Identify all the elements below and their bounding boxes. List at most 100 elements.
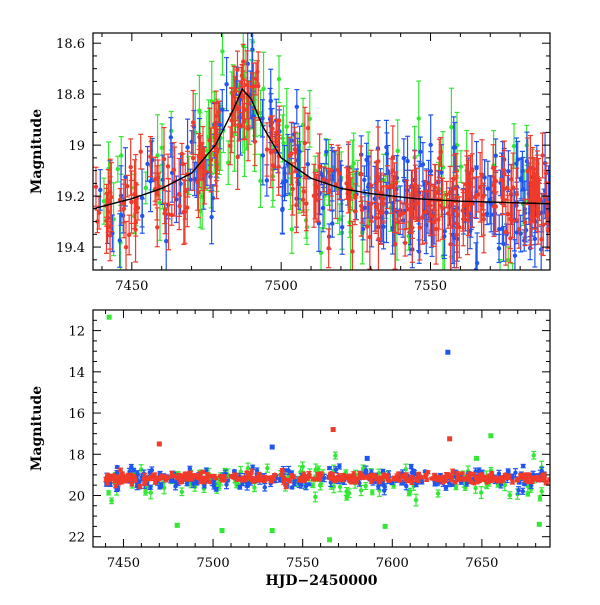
data-point [475,261,479,265]
data-point [300,464,304,468]
data-point [521,489,525,493]
data-point [508,493,512,497]
data-point [473,195,477,199]
data-point [119,193,123,197]
x-tick-label: 7550 [414,279,447,294]
data-point [265,466,269,470]
data-point [428,143,432,147]
data-point [521,464,525,468]
data-point [191,482,195,486]
data-point [409,475,413,479]
data-point [434,227,438,231]
data-point [155,191,159,195]
data-point [514,161,518,165]
data-point [416,201,420,205]
data-point [504,230,508,234]
data-point [493,153,497,157]
data-point [517,227,521,231]
data-point [94,185,98,189]
data-point [497,471,501,475]
data-point [122,201,126,205]
data-point [393,242,397,246]
data-point [118,468,122,472]
data-point [376,484,380,488]
data-point [150,468,154,472]
data-point [295,105,299,109]
data-point [497,246,501,250]
data-point [544,195,548,199]
data-point [418,225,422,229]
data-point [235,155,239,159]
data-point [436,217,440,221]
data-point [265,178,269,182]
y-tick-label: 18.8 [56,88,85,103]
data-point [116,167,120,171]
data-point [529,220,533,224]
data-point [164,239,168,243]
data-point [158,485,162,489]
data-point [364,471,368,475]
data-point [322,177,326,181]
data-point [534,193,538,197]
data-point [172,168,176,172]
data-point [359,488,363,492]
data-point [336,168,340,172]
data-point [98,188,102,192]
data-point [237,105,241,109]
data-point [280,136,284,140]
data-point [330,177,334,181]
data-point [139,149,143,153]
data-point [479,203,483,207]
data-point [254,77,258,81]
data-point [269,99,273,103]
data-point [245,62,249,66]
data-point [337,464,341,468]
data-point [324,150,328,154]
data-point [506,169,510,173]
data-point [369,201,373,205]
data-point [333,453,337,457]
data-point [365,224,369,228]
data-point [263,485,267,489]
data-point [140,196,144,200]
data-point [313,495,317,499]
data-point [506,258,510,262]
data-point [346,175,350,179]
data-point [368,235,372,239]
data-point [436,491,440,495]
data-point [380,197,384,201]
data-point [191,120,195,124]
data-point [246,101,250,105]
data-point [280,207,284,211]
data-point [436,189,440,193]
data-point [431,214,435,218]
y-tick-label: 18.6 [56,37,85,52]
data-point [290,485,294,489]
data-point [277,118,281,122]
data-point [285,124,289,128]
data-point [270,126,274,130]
data-point [405,159,409,163]
data-point [465,182,469,186]
data-point [183,210,187,214]
x-tick-label: 7500 [265,279,298,294]
data-point [383,484,387,488]
data-point [245,470,249,474]
data-point [299,483,303,487]
data-point [170,479,174,483]
y-axis-title: Magnitude [29,109,45,194]
data-point [306,162,310,166]
data-point [360,208,364,212]
x-tick-label: 7450 [115,279,148,294]
data-point [437,156,441,160]
data-point [459,164,463,168]
data-point [401,211,405,215]
data-point [479,490,483,494]
data-point [538,496,542,500]
data-point [515,192,519,196]
data-point [220,49,224,53]
data-point [196,180,200,184]
data-point [307,482,311,486]
data-point [376,237,380,241]
